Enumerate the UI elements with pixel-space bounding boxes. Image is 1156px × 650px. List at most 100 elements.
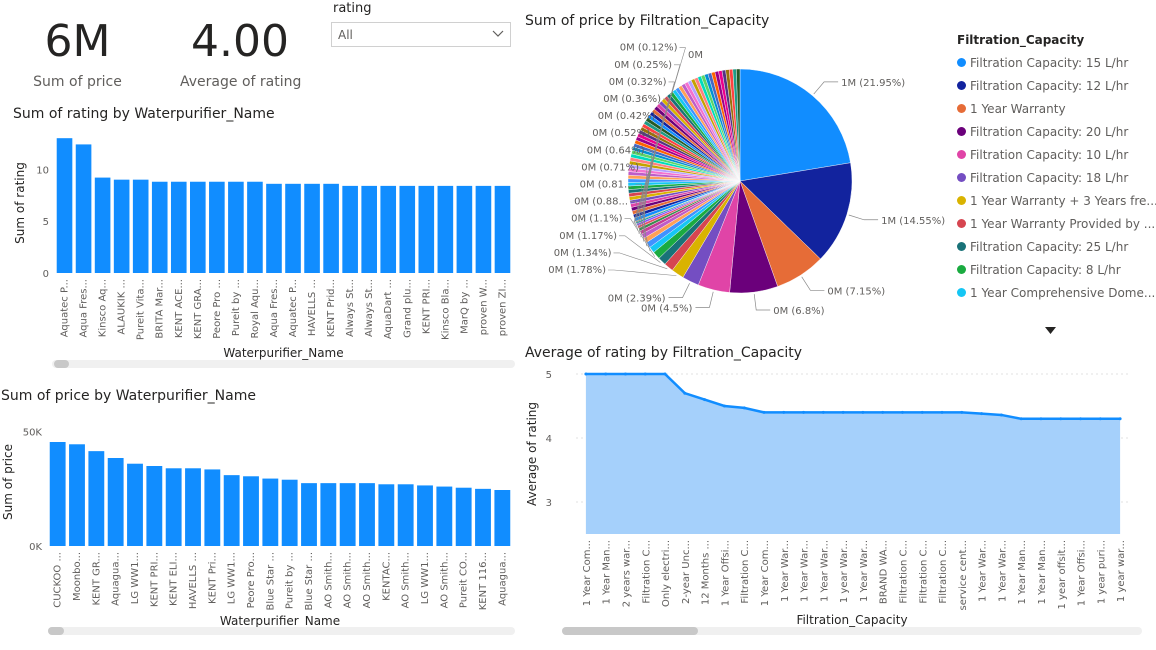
rating-slicer-dropdown[interactable]: All [331,22,511,47]
x-tick-label: AquaDart ... [383,279,394,339]
bar[interactable] [209,181,225,273]
legend-item[interactable]: 1 Year Warranty + 3 Years fre... [957,189,1156,212]
x-tick-label: 1 year puri... [1096,540,1107,604]
bar[interactable] [247,181,263,273]
legend-item[interactable]: 1 Year Warranty Provided by ... [957,212,1155,235]
data-point [1079,417,1083,421]
bar[interactable] [56,138,73,273]
kpi-card-avg-rating[interactable]: 4.00 Average of rating [180,14,301,91]
x-tick-label: Aqua Fres... [269,279,280,337]
bar[interactable] [75,144,92,273]
legend-label: 1 Year Warranty [970,101,1066,116]
legend-item[interactable]: Filtration Capacity: 18 L/hr [957,166,1153,189]
bar[interactable] [49,442,66,546]
bar[interactable] [304,183,320,273]
bar[interactable] [151,181,168,273]
legend-item[interactable]: Filtration Capacity: 15 L/hr [957,51,1153,74]
legend-item[interactable]: Filtration Capacity: 12 L/hr [957,74,1153,97]
x-tick-label: 2-year Unc... [681,540,692,604]
data-point [683,391,687,395]
bar[interactable] [475,185,492,273]
data-point [881,410,885,414]
bar[interactable] [127,463,143,546]
legend-marker [957,173,966,182]
bar[interactable] [190,181,206,273]
x-tick-label: Aquatec P... [60,279,71,337]
legend-item[interactable]: Filtration Capacity: 25 L/hr [957,235,1153,258]
scrollbar-thumb[interactable] [562,627,698,635]
x-tick-label: proven ZI... [497,279,508,336]
bar[interactable] [165,468,182,546]
horizontal-scrollbar[interactable] [562,627,1142,635]
area-line[interactable] [585,372,1121,421]
bar[interactable] [494,490,511,546]
pie-slice[interactable] [739,162,853,260]
bar[interactable] [417,485,433,546]
bar[interactable] [342,185,358,273]
pie-slice[interactable] [739,68,851,182]
bar[interactable] [378,484,395,546]
bar[interactable] [94,177,111,273]
price-by-name-bar-chart[interactable]: 0K 50K Sum of price CUCKOO ... Moonbo... KENT… [0,410,520,632]
bar[interactable] [301,483,317,546]
price-by-capacity-pie-chart[interactable]: 1M (21.95%) 1M (14.55%) 0M (7.15%)0M (6.8%… [520,34,945,334]
x-tick-label: proven W... [478,279,489,335]
bar[interactable] [262,478,279,546]
data-point [643,372,647,376]
horizontal-scrollbar[interactable] [52,360,515,368]
bar[interactable] [494,185,511,273]
x-tick-label: Kinsco Bla... [440,279,451,340]
bar[interactable] [170,181,187,273]
x-tick-label: Peore Pro ... [212,279,223,339]
rating-by-name-bar-chart[interactable]: 0 5 10 Sum of rating Aquatec P... Aqua Fres..… [0,128,520,363]
bar[interactable] [437,185,454,273]
bar[interactable] [475,488,491,546]
bar[interactable] [320,483,337,546]
bar[interactable] [339,483,356,546]
bar[interactable] [399,185,416,273]
bar[interactable] [455,487,472,546]
pie-slice[interactable] [736,68,741,182]
legend-marker [957,288,966,297]
triangle-down-icon[interactable] [1045,327,1056,335]
rating-by-capacity-area-chart[interactable]: 3 4 5 Average of rating 1 Year Com... 1 Year … [520,362,1156,632]
chart-title: Average of rating by Filtration_Capacity [525,345,803,361]
bar[interactable] [69,444,85,546]
y-tick-label: 0K [29,542,42,553]
bar[interactable] [323,183,339,273]
bar[interactable] [107,458,124,546]
kpi-card-sum-price[interactable]: 6M Sum of price [20,14,135,91]
bar[interactable] [456,185,473,273]
bar[interactable] [418,185,435,273]
bar[interactable] [223,475,240,546]
bar[interactable] [397,484,414,546]
bar[interactable] [228,181,244,273]
bar[interactable] [132,179,149,273]
bar[interactable] [204,469,221,546]
legend-marker [957,150,966,159]
bar[interactable] [113,179,130,273]
bar[interactable] [361,185,377,273]
scrollbar-thumb[interactable] [48,627,64,635]
bar[interactable] [281,479,298,546]
legend-item[interactable]: Filtration Capacity: 8 L/hr [957,258,1153,281]
x-tick-label: BRITA Mar... [155,279,166,339]
legend-item[interactable]: Filtration Capacity: 10 L/hr [957,143,1153,166]
legend-item[interactable]: Filtration Capacity: 20 L/hr [957,120,1153,143]
bar[interactable] [243,476,259,546]
scrollbar-thumb[interactable] [54,360,69,368]
bar[interactable] [146,466,163,546]
bar[interactable] [380,185,397,273]
legend-item[interactable]: 1 Year Warranty [957,97,1153,120]
bar[interactable] [88,451,105,546]
bar[interactable] [285,183,301,273]
horizontal-scrollbar[interactable] [48,627,515,635]
bar[interactable] [436,486,453,546]
legend-label: Filtration Capacity: 8 L/hr [970,262,1121,277]
legend-label: Filtration Capacity: 15 L/hr [970,55,1129,70]
bar[interactable] [359,483,375,546]
legend-item[interactable]: 1 Year Comprehensive Dome... [957,281,1155,304]
bar[interactable] [185,468,201,546]
bar[interactable] [266,183,282,273]
chart-title: Sum of rating by Waterpurifier_Name [13,106,275,122]
